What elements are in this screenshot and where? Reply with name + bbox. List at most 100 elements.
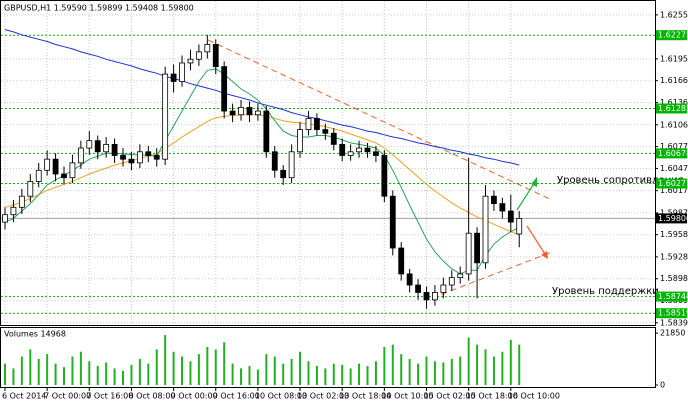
chart-title: GBPUSD,H1 1.59590 1.59899 1.59408 1.5980… [4,4,194,13]
y-tick-label: 1.60475 [660,164,688,173]
candle-body [35,169,42,182]
candle-body [280,169,287,179]
indicator-line [4,68,520,275]
candle-body [330,132,337,145]
candle-body [229,110,236,116]
y-tick-label: 1.61660 [660,76,688,85]
candle-body [103,143,110,153]
y-tick-label: 1.59875 [660,208,688,217]
candle-body [86,140,93,149]
level-label-box [656,30,687,41]
x-tick-label: 13 Oct 02:00 [297,392,349,401]
candle-body [356,147,362,153]
x-tick-label: 15 Oct 02:00 [424,392,476,401]
level-label: 1.60678 [658,149,688,158]
candle-body [398,247,405,275]
candle-body [271,151,278,171]
candle-body [238,106,244,116]
candle-body [440,284,447,293]
candle-body [305,118,312,130]
y-tick-label: 1.61065 [660,120,688,129]
x-tick-label: 7 Oct 16:00 [86,392,133,401]
candle-body [10,206,17,216]
price-panel [0,0,656,326]
candle-body [364,147,371,153]
y-tick-label: 1.61955 [660,54,688,63]
x-tick-label: 13 Oct 18:00 [339,392,391,401]
indicator-line [4,114,520,236]
x-tick-label: 16 Oct 10:00 [508,392,560,401]
y-tick-label: 1.60770 [660,142,688,151]
x-tick-label: 14 Oct 10:00 [381,392,433,401]
candle-body [491,195,497,205]
candle-body [474,232,480,264]
y-tick-label: 1.58390 [660,318,688,327]
y-tick-label: 1.61365 [660,98,688,107]
resistance-line [207,39,553,201]
level-label: 1.62275 [658,31,688,40]
candle-body [381,155,388,197]
candle-body [254,110,261,116]
candle-body [516,218,523,235]
x-tick-label: 8 Oct 08:00 [128,392,175,401]
candle-body [465,232,472,275]
volume-tick-label: 21850 [660,329,685,338]
candle-body [482,195,489,264]
candle-body [297,129,303,153]
candle-body [448,277,455,286]
level-label-box [656,291,687,302]
arrow-up [516,181,536,211]
candle-body [111,143,118,156]
candle-body [77,147,84,164]
candle-body [128,158,135,164]
candle-body [221,66,228,112]
x-tick-label: 6 Oct 2014 [2,392,46,401]
level-label-box [656,308,687,319]
candle-body [136,151,143,164]
candle-body [499,203,506,212]
level-label: 1.61285 [658,104,688,113]
candle-body [162,73,169,160]
y-tick-label: 1.58985 [660,274,688,283]
candle-body [61,173,67,179]
x-tick-label: 9 Oct 16:00 [213,392,260,401]
candle-body [389,195,396,249]
candle-body [406,273,413,286]
candle-body [44,158,51,171]
candle-body [170,73,177,82]
y-tick-label: 1.59580 [660,230,688,239]
y-tick-label: 1.60175 [660,186,688,195]
candle-body [195,51,202,60]
candle-body [52,158,59,175]
candle-body [27,180,34,197]
candle-body [263,110,270,153]
level-label-box [656,148,687,159]
x-tick-label: 10 Oct 08:00 [255,392,307,401]
volume-tick-label: 0 [660,381,665,390]
candle-body [347,151,354,156]
candle-body [322,129,329,134]
candle-body [288,151,295,179]
candle-body [179,62,185,82]
candle-body [69,162,76,179]
x-tick-label: 15 Oct 18:00 [466,392,518,401]
candle-body [423,292,430,301]
candle-body [507,210,514,223]
candle-body [457,273,464,279]
y-tick-label: 1.59280 [660,252,688,261]
candle-body [373,151,379,156]
arrow-down-head [541,251,548,259]
candle-body [432,292,438,301]
candle-body [153,155,160,160]
volume-title: Volumes 14968 [4,330,66,339]
level-label: 1.60271 [658,179,688,188]
x-tick-label: 9 Oct 00:00 [171,392,218,401]
candle-body [94,140,101,153]
current-price-label: 1.59800 [658,214,688,223]
x-tick-label: 7 Oct 00:00 [44,392,91,401]
candle-body [212,44,219,68]
arrow-down [526,225,546,255]
candle-body [204,44,211,53]
candle-body [145,151,152,156]
